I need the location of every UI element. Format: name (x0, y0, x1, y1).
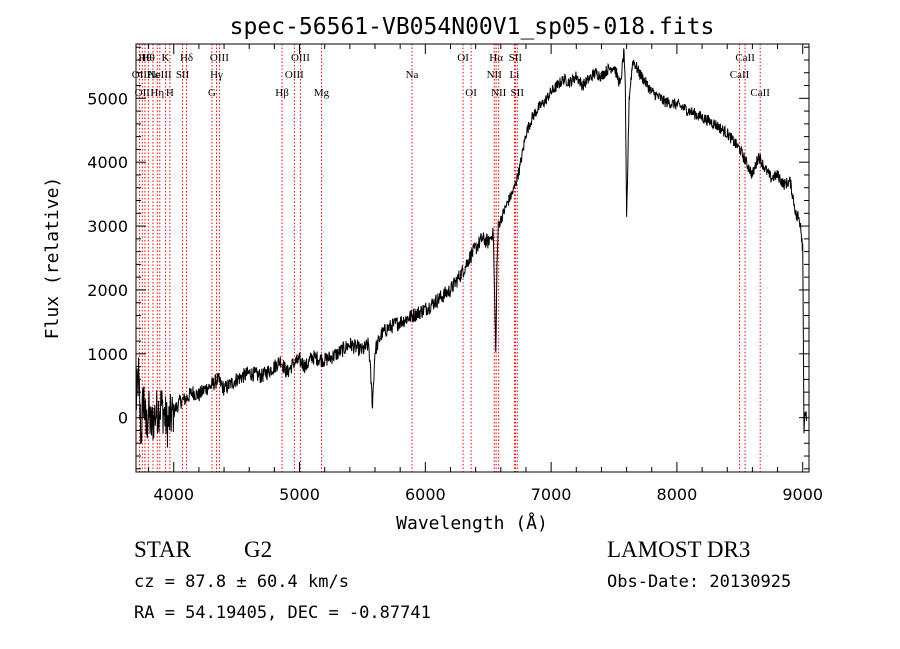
flux-series-line (135, 48, 807, 448)
line-label-21: NII (487, 69, 503, 81)
chart-title: spec-56561-VB054N00V1_sp05-018.fits (230, 14, 715, 40)
line-label-3: Hθ (142, 52, 155, 64)
y-tick-label-1: 1000 (87, 345, 128, 364)
line-label-16: OIII (291, 52, 310, 64)
line-label-17: Mg (314, 87, 330, 99)
y-tick-label-3: 3000 (87, 217, 128, 236)
x-tick-label-5: 9000 (782, 485, 823, 504)
y-tick-label-2: 2000 (87, 281, 128, 300)
x-tick-label-2: 6000 (405, 485, 446, 504)
line-label-28: CaII (735, 52, 755, 64)
y-axis-label: Flux (relative) (42, 177, 63, 340)
line-label-1: OII (135, 87, 151, 99)
line-label-5: Hη (150, 87, 164, 99)
observation-date: Obs-Date: 20130925 (607, 572, 792, 592)
line-label-12: Hγ (210, 69, 223, 81)
line-label-14: Hβ (275, 87, 289, 99)
line-label-8: H (166, 87, 174, 99)
line-label-25: SII (509, 52, 523, 64)
line-label-13: OIII (210, 52, 229, 64)
line-label-20: OI (465, 87, 477, 99)
y-tick-label-5: 5000 (87, 89, 128, 108)
line-label-18: Na (406, 69, 419, 81)
ra-dec-coordinates: RA = 54.19405, DEC = -0.87741 (134, 603, 431, 623)
line-label-29: CaII (750, 87, 770, 99)
line-label-4: Hε (147, 69, 160, 81)
x-axis-label: Wavelength (Å) (396, 512, 548, 534)
line-label-9: SII (176, 69, 190, 81)
y-tick-label-0: 0 (118, 409, 128, 428)
object-class: STAR (134, 537, 191, 562)
plot-frame (135, 43, 810, 473)
line-label-26: SII (511, 87, 525, 99)
line-label-22: Hα (489, 52, 503, 64)
line-label-19: OI (457, 52, 469, 64)
line-label-7: K (161, 52, 169, 64)
redshift-cz: cz = 87.8 ± 60.4 km/s (134, 572, 349, 592)
line-label-2: Hθ (138, 52, 151, 64)
x-tick-label-3: 7000 (531, 485, 572, 504)
line-label-24: Li (509, 69, 519, 81)
line-label-6: NeIII (148, 69, 172, 81)
line-label-11: G (208, 87, 216, 99)
y-tick-label-4: 4000 (87, 153, 128, 172)
x-tick-label-0: 4000 (153, 485, 194, 504)
line-label-10: Hδ (180, 52, 193, 64)
line-label-0: OII (132, 69, 148, 81)
x-axis: 4000 5000 6000 7000 8000 9000 (148, 44, 823, 504)
object-subclass: G2 (244, 537, 273, 562)
line-label-27: CaII (730, 69, 750, 81)
survey-name: LAMOST DR3 (607, 537, 751, 562)
spectral-line-markers (138, 44, 761, 472)
x-tick-label-4: 8000 (657, 485, 698, 504)
line-label-15: OIII (285, 69, 304, 81)
spectral-line-labels: OIIOIIHθHθHεHηNeIIIKHSIIHδGHγOIIIHβOIIIO… (132, 52, 771, 99)
y-axis: 0 1000 2000 3000 4000 5000 (87, 46, 809, 470)
x-tick-label-1: 5000 (279, 485, 320, 504)
line-label-23: NII (491, 87, 507, 99)
